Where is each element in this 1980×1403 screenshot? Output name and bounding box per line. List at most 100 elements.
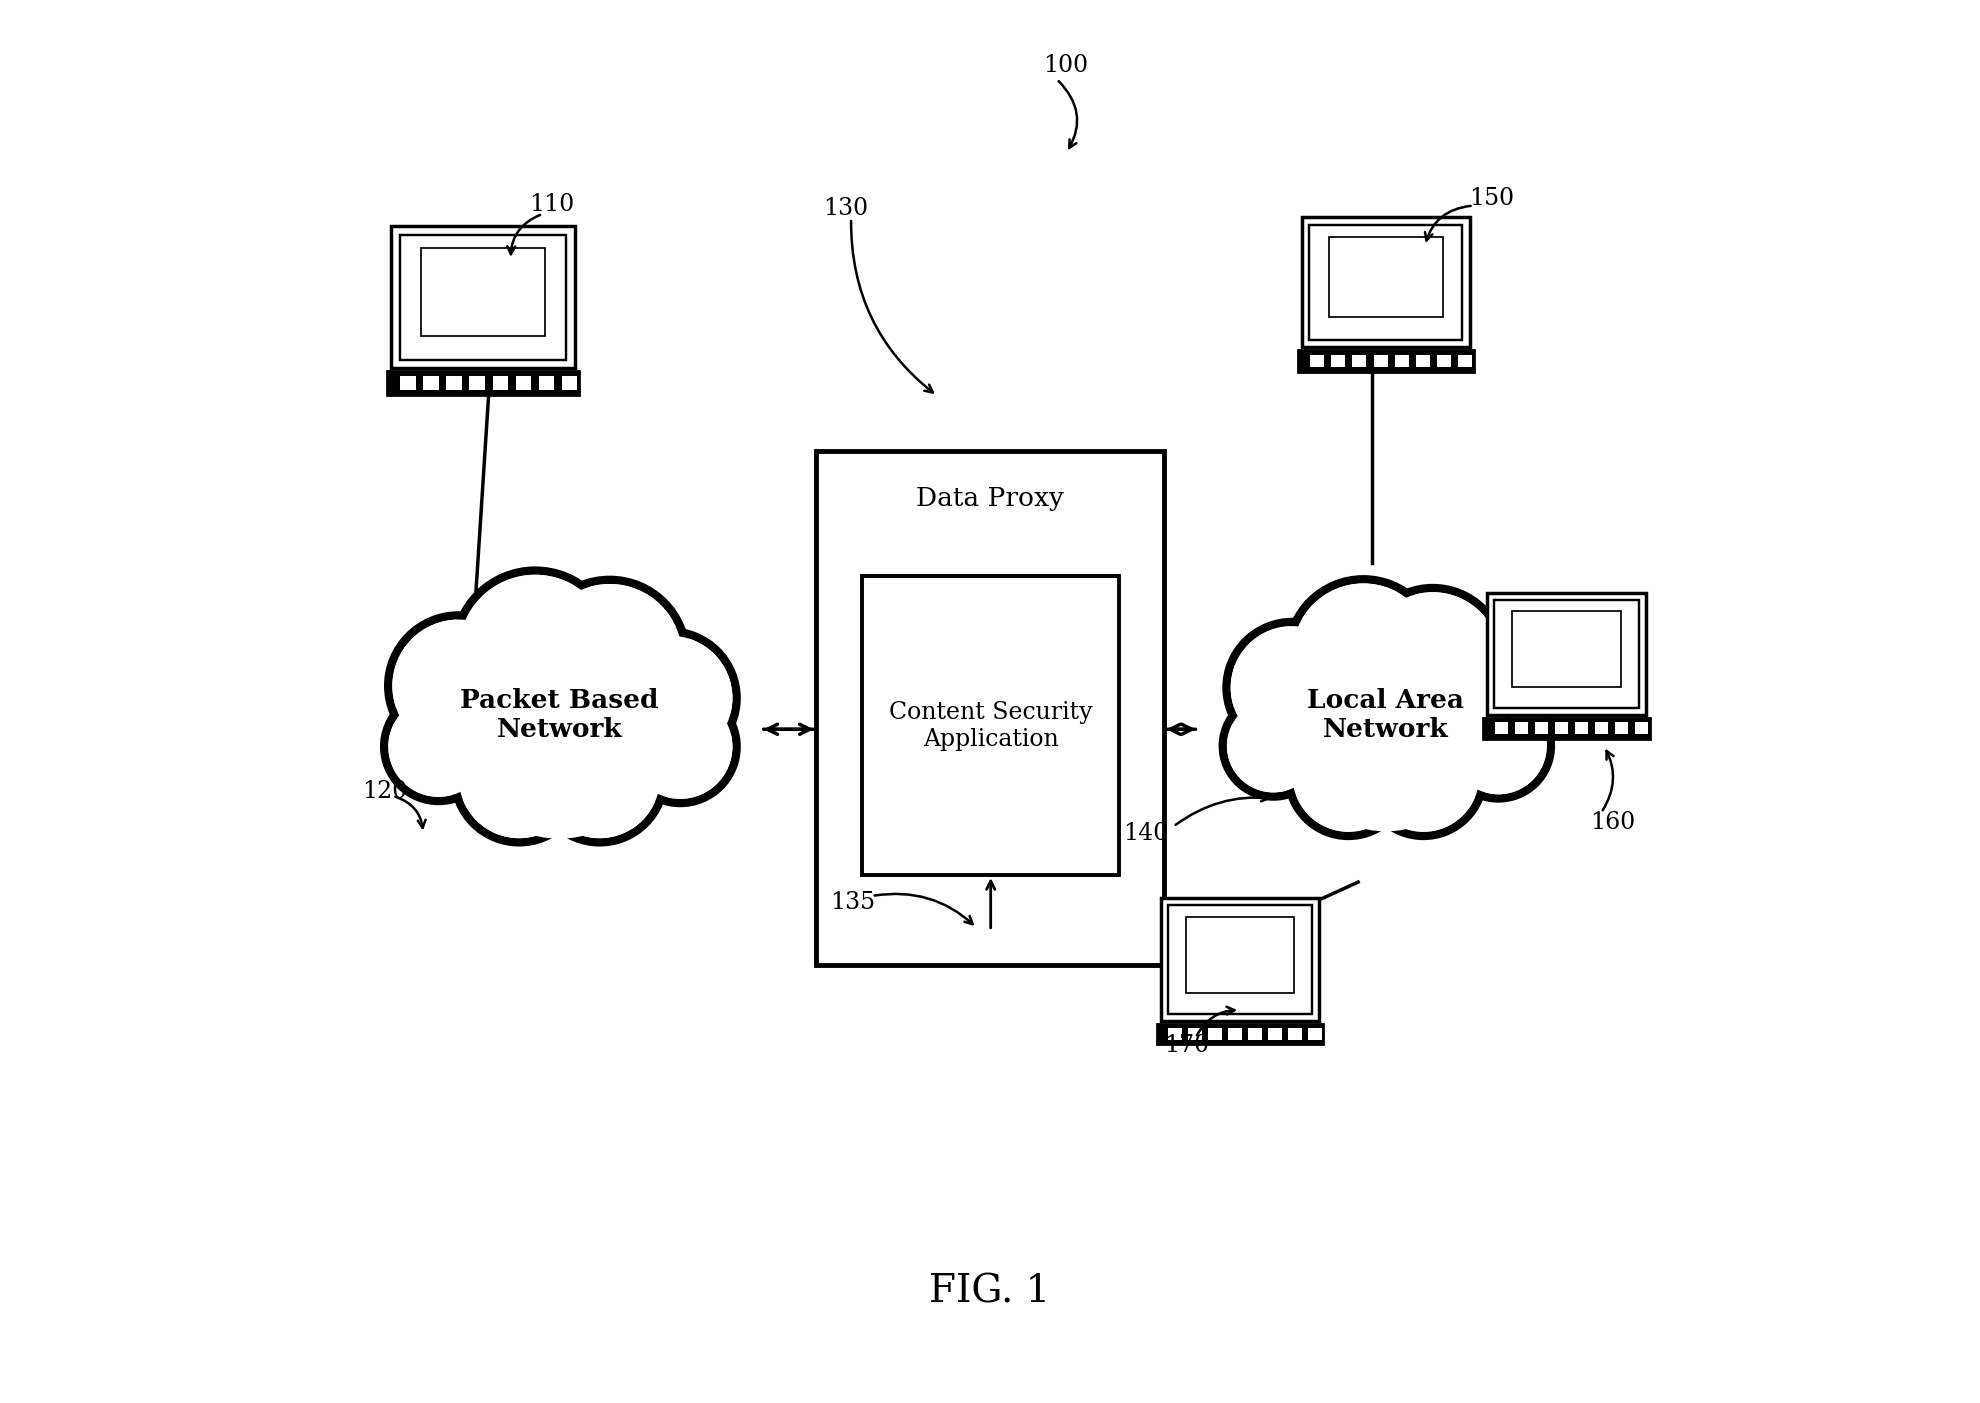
FancyBboxPatch shape xyxy=(539,376,554,390)
Circle shape xyxy=(535,714,663,842)
FancyBboxPatch shape xyxy=(1160,898,1319,1021)
Circle shape xyxy=(539,717,659,838)
FancyBboxPatch shape xyxy=(1168,1028,1182,1040)
Circle shape xyxy=(459,637,659,839)
FancyBboxPatch shape xyxy=(1247,1028,1261,1040)
Text: Local Area
Network: Local Area Network xyxy=(1307,689,1465,742)
Circle shape xyxy=(537,584,681,728)
FancyBboxPatch shape xyxy=(1515,723,1529,734)
FancyBboxPatch shape xyxy=(861,577,1119,875)
Circle shape xyxy=(1428,637,1550,762)
FancyBboxPatch shape xyxy=(1311,355,1325,368)
Circle shape xyxy=(1228,700,1321,793)
Text: 110: 110 xyxy=(529,192,574,216)
FancyBboxPatch shape xyxy=(1289,1028,1301,1040)
Circle shape xyxy=(1362,588,1505,731)
FancyBboxPatch shape xyxy=(295,7,1685,1396)
FancyBboxPatch shape xyxy=(1309,1028,1323,1040)
Text: Content Security
Application: Content Security Application xyxy=(889,702,1093,751)
FancyBboxPatch shape xyxy=(1483,718,1649,738)
FancyBboxPatch shape xyxy=(1487,592,1645,716)
FancyBboxPatch shape xyxy=(446,376,461,390)
Circle shape xyxy=(1293,644,1479,832)
FancyBboxPatch shape xyxy=(386,372,580,394)
Circle shape xyxy=(1289,716,1408,836)
FancyBboxPatch shape xyxy=(1208,1028,1222,1040)
Circle shape xyxy=(1293,584,1434,725)
Circle shape xyxy=(388,616,529,756)
Circle shape xyxy=(392,620,525,752)
FancyBboxPatch shape xyxy=(1297,351,1475,372)
FancyBboxPatch shape xyxy=(1554,723,1568,734)
FancyBboxPatch shape xyxy=(392,226,574,368)
FancyBboxPatch shape xyxy=(1437,355,1451,368)
FancyBboxPatch shape xyxy=(1534,723,1548,734)
FancyBboxPatch shape xyxy=(420,248,544,335)
Circle shape xyxy=(459,717,580,838)
Circle shape xyxy=(1224,696,1325,797)
FancyBboxPatch shape xyxy=(1331,355,1344,368)
Circle shape xyxy=(384,692,493,801)
FancyBboxPatch shape xyxy=(816,452,1164,965)
FancyBboxPatch shape xyxy=(1416,355,1430,368)
FancyBboxPatch shape xyxy=(1635,723,1647,734)
Circle shape xyxy=(608,636,733,760)
Circle shape xyxy=(459,637,659,839)
Text: 120: 120 xyxy=(362,780,408,804)
Circle shape xyxy=(1364,716,1483,836)
Circle shape xyxy=(1432,641,1546,758)
Circle shape xyxy=(628,694,733,798)
Text: Packet Based
Network: Packet Based Network xyxy=(459,689,659,742)
FancyBboxPatch shape xyxy=(1168,905,1313,1014)
Text: 170: 170 xyxy=(1164,1034,1208,1058)
FancyBboxPatch shape xyxy=(1156,1024,1323,1044)
FancyBboxPatch shape xyxy=(1228,1028,1241,1040)
Text: 130: 130 xyxy=(824,196,869,220)
FancyBboxPatch shape xyxy=(1186,916,1295,993)
FancyBboxPatch shape xyxy=(424,376,440,390)
Circle shape xyxy=(1226,622,1358,753)
Text: 160: 160 xyxy=(1590,811,1635,833)
FancyBboxPatch shape xyxy=(400,376,416,390)
Text: FIG. 1: FIG. 1 xyxy=(929,1274,1051,1310)
FancyBboxPatch shape xyxy=(1309,224,1463,340)
FancyBboxPatch shape xyxy=(1374,355,1388,368)
FancyBboxPatch shape xyxy=(1574,723,1588,734)
FancyBboxPatch shape xyxy=(1495,723,1509,734)
FancyBboxPatch shape xyxy=(1352,355,1366,368)
Circle shape xyxy=(1289,579,1437,730)
Circle shape xyxy=(624,690,737,803)
Text: Data Proxy: Data Proxy xyxy=(917,487,1063,511)
FancyBboxPatch shape xyxy=(562,376,578,390)
Circle shape xyxy=(1445,693,1550,798)
FancyBboxPatch shape xyxy=(469,376,485,390)
Text: 150: 150 xyxy=(1469,187,1515,210)
FancyBboxPatch shape xyxy=(515,376,531,390)
Circle shape xyxy=(455,571,616,732)
FancyBboxPatch shape xyxy=(1188,1028,1202,1040)
FancyBboxPatch shape xyxy=(1329,237,1443,317)
Text: 140: 140 xyxy=(1123,822,1168,845)
Circle shape xyxy=(388,696,489,797)
FancyBboxPatch shape xyxy=(1394,355,1410,368)
Circle shape xyxy=(1368,720,1479,832)
Circle shape xyxy=(1293,720,1404,832)
FancyBboxPatch shape xyxy=(493,376,509,390)
Circle shape xyxy=(533,579,687,732)
FancyBboxPatch shape xyxy=(1303,217,1469,348)
Circle shape xyxy=(1449,697,1546,794)
FancyBboxPatch shape xyxy=(400,234,566,359)
Text: 135: 135 xyxy=(830,891,875,915)
Circle shape xyxy=(604,631,737,765)
Circle shape xyxy=(459,575,612,728)
FancyBboxPatch shape xyxy=(1495,600,1639,709)
FancyBboxPatch shape xyxy=(1457,355,1473,368)
FancyBboxPatch shape xyxy=(1616,723,1628,734)
Text: 100: 100 xyxy=(1043,53,1087,77)
Circle shape xyxy=(1366,592,1501,727)
FancyBboxPatch shape xyxy=(1269,1028,1281,1040)
Circle shape xyxy=(1232,626,1354,749)
FancyBboxPatch shape xyxy=(1513,612,1620,687)
Circle shape xyxy=(455,714,584,842)
FancyBboxPatch shape xyxy=(1594,723,1608,734)
